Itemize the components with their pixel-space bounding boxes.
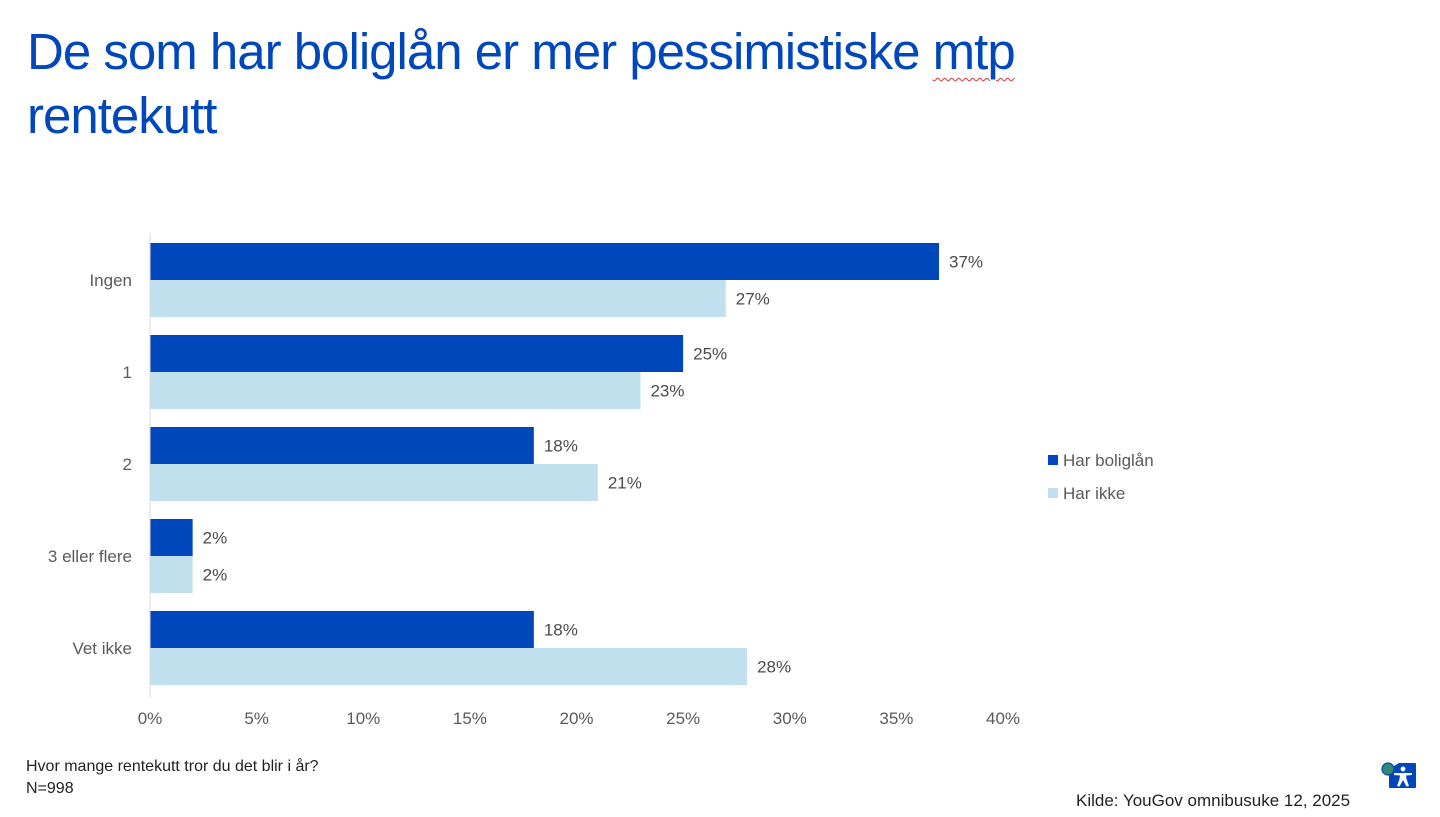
question-text: Hvor mange rentekutt tror du det blir i …: [26, 758, 319, 775]
bar-har-ikke: [150, 372, 641, 409]
x-tick-label: 5%: [244, 709, 269, 728]
x-tick-label: 0%: [138, 709, 163, 728]
x-tick-label: 35%: [879, 709, 913, 728]
x-axis-ticks: 0% 5% 10% 15% 20% 25% 30% 35% 40%: [138, 709, 1020, 728]
bar-har-ikke: [150, 556, 193, 593]
x-tick-label: 20%: [559, 709, 593, 728]
category-labels: Ingen 1 2 3 eller flere Vet ikke: [48, 271, 132, 658]
bar-har-boliglan: [150, 335, 684, 372]
accessibility-icon[interactable]: [1381, 761, 1417, 789]
x-tick-label: 40%: [986, 709, 1020, 728]
title-text-line2: rentekutt: [27, 87, 217, 144]
category-label: 2: [123, 455, 132, 474]
legend-swatch: [1048, 488, 1058, 498]
category-label: 1: [123, 363, 132, 382]
source-text: Kilde: YouGov omnibusuke 12, 2025: [1076, 791, 1351, 810]
page-title: De som har boliglån er mer pessimistiske…: [27, 20, 1327, 148]
legend-swatch: [1048, 455, 1058, 465]
x-tick-label: 25%: [666, 709, 700, 728]
bars-group: [150, 243, 940, 685]
bar-har-ikke: [150, 280, 726, 317]
bar-har-boliglan: [150, 427, 534, 464]
question-note: Hvor mange rentekutt tror du det blir i …: [26, 756, 319, 800]
bar-har-ikke: [150, 464, 598, 501]
category-label: Ingen: [89, 271, 132, 290]
data-label: 2%: [203, 529, 228, 548]
data-label: 23%: [650, 382, 684, 401]
title-text-underlined: mtp: [932, 23, 1016, 80]
x-tick-label: 10%: [346, 709, 380, 728]
bar-har-ikke: [150, 648, 748, 685]
data-label: 2%: [203, 566, 228, 585]
legend-label: Har boliglån: [1063, 451, 1154, 470]
x-tick-label: 30%: [773, 709, 807, 728]
data-label: 37%: [949, 253, 983, 272]
data-label: 18%: [544, 437, 578, 456]
sample-size: N=998: [26, 780, 74, 797]
data-label: 25%: [693, 345, 727, 364]
data-label: 27%: [736, 290, 770, 309]
title-text: De som har boliglån er mer pessimistiske: [27, 23, 933, 80]
legend-label: Har ikke: [1063, 484, 1125, 503]
bar-har-boliglan: [150, 519, 193, 556]
data-label: 21%: [608, 474, 642, 493]
category-label: Vet ikke: [72, 639, 132, 658]
bar-har-boliglan: [150, 611, 534, 648]
category-label: 3 eller flere: [48, 547, 132, 566]
data-label: 18%: [544, 621, 578, 640]
x-tick-label: 15%: [453, 709, 487, 728]
legend: Har boliglån Har ikke: [1048, 451, 1154, 503]
value-labels: 37% 27% 25% 23% 18% 21% 2% 2% 18% 28%: [203, 253, 983, 677]
data-label: 28%: [757, 658, 791, 677]
bar-har-boliglan: [150, 243, 940, 280]
